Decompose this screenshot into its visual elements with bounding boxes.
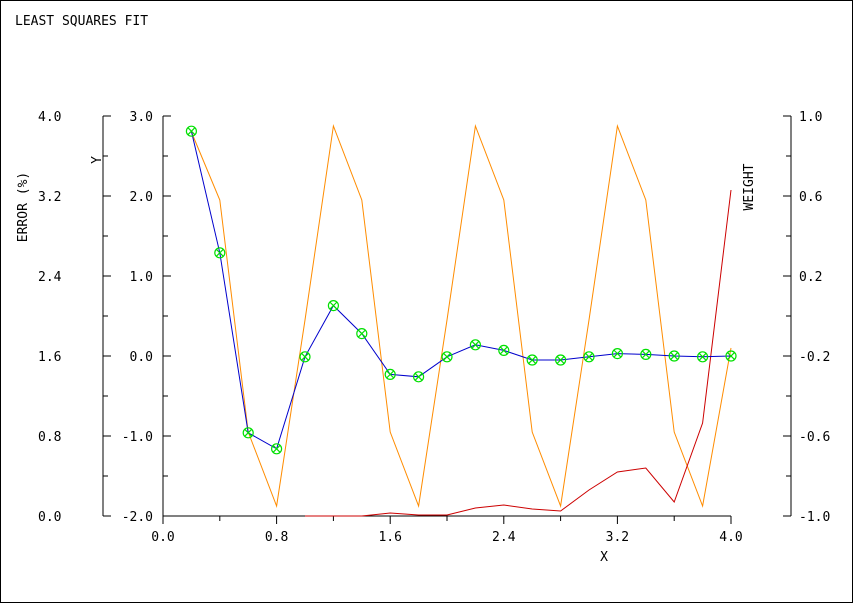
x-tick-label: 4.0	[719, 530, 742, 545]
marker-cross-b	[726, 351, 736, 361]
marker-circle	[271, 443, 283, 455]
x-tick-label: 0.8	[265, 530, 288, 545]
fit-series-line	[190, 131, 732, 450]
x-tick-label: 3.2	[606, 530, 629, 545]
marker-cross-b	[584, 352, 594, 361]
weight-tick-label: -0.2	[799, 350, 830, 365]
data-point-marker	[441, 351, 453, 363]
marker-cross-b	[300, 352, 310, 361]
error-tick-label: 0.0	[38, 510, 61, 525]
marker-circle	[696, 351, 709, 363]
error-axis-label: ERROR (%)	[16, 172, 31, 242]
data-point-marker	[356, 328, 368, 340]
marker-circle	[498, 344, 510, 356]
marker-cross-b	[641, 350, 650, 359]
marker-circle	[185, 125, 197, 137]
marker-cross-b	[670, 351, 679, 361]
marker-circle	[441, 351, 453, 363]
marker-circle	[299, 351, 311, 363]
weight-series-line	[190, 124, 732, 508]
data-point-marker	[299, 351, 311, 363]
x-tick-label: 0.0	[151, 530, 174, 545]
error-tick-label: 1.6	[38, 350, 61, 365]
marker-cross-b	[528, 355, 537, 365]
series-group	[185, 124, 737, 517]
marker-cross-b	[357, 329, 366, 338]
marker-cross-b	[244, 428, 253, 437]
marker-cross-b	[272, 444, 281, 453]
data-point-marker	[554, 354, 567, 366]
x-tick-label: 1.6	[378, 530, 401, 545]
data-point-marker	[668, 350, 680, 362]
error-tick-label: 3.2	[38, 190, 61, 205]
marker-circle	[384, 368, 396, 380]
data-point-marker	[242, 427, 254, 439]
data-point-marker	[583, 351, 595, 363]
data-point-marker	[611, 348, 624, 360]
weight-tick-label: 0.6	[799, 190, 822, 205]
y-tick-label: 0.0	[130, 350, 153, 365]
data-point-marker	[214, 247, 226, 259]
marker-circle	[469, 339, 481, 351]
marker-cross-b	[442, 352, 452, 361]
error-tick-label: 0.8	[38, 430, 61, 445]
marker-cross-b	[215, 248, 224, 257]
marker-circle	[327, 300, 339, 312]
error-series-line	[305, 189, 732, 517]
marker-cross-b	[414, 372, 423, 381]
marker-circle	[668, 350, 680, 362]
y-tick-label: 2.0	[130, 190, 153, 205]
error-tick-label: 4.0	[38, 110, 61, 125]
marker-circle	[413, 371, 425, 383]
error-tick-label: 2.4	[38, 270, 62, 285]
data-point-marker	[327, 300, 339, 312]
marker-circle	[356, 328, 368, 340]
data-point-marker	[696, 351, 709, 363]
marker-circle	[554, 354, 567, 366]
data-point-marker	[413, 371, 425, 383]
data-point-marker	[498, 344, 510, 356]
weight-tick-label: 0.2	[799, 270, 822, 285]
marker-cross-b	[698, 352, 707, 361]
y-tick-label: -1.0	[122, 430, 153, 445]
data-point-marker	[469, 339, 481, 351]
x-axis-label: X	[600, 550, 608, 565]
marker-cross-b	[556, 355, 565, 365]
data-point-marker	[725, 350, 737, 362]
x-tick-label: 2.4	[492, 530, 516, 545]
weight-axis-label: WEIGHT	[742, 163, 757, 210]
data-point-marker	[640, 348, 652, 360]
y-tick-label: 1.0	[130, 270, 153, 285]
marker-circle	[611, 348, 624, 360]
marker-cross-b	[471, 340, 480, 349]
weight-tick-label: 1.0	[799, 110, 822, 125]
marker-cross-b	[386, 370, 395, 379]
data-point-marker	[271, 443, 283, 455]
chart-title: LEAST SQUARES FIT	[15, 14, 148, 29]
marker-circle	[583, 351, 595, 363]
weight-tick-label: -0.6	[799, 430, 830, 445]
marker-cross-b	[187, 127, 196, 136]
marker-circle	[242, 427, 254, 439]
marker-cross-b	[613, 349, 622, 358]
data-point-marker	[526, 354, 538, 366]
y-axis-label: Y	[90, 156, 105, 164]
data-point-marker	[185, 125, 197, 137]
marker-circle	[725, 350, 737, 362]
marker-circle	[214, 247, 226, 259]
axes-group: 0.0 0.8 1.6 2.4 3.2 4.0 -2.0 -1.0 0.0 1.0 2.0 3.0 0.…	[38, 110, 830, 545]
marker-cross-b	[329, 301, 338, 310]
marker-cross-b	[499, 346, 508, 355]
marker-circle	[526, 354, 538, 366]
weight-tick-label: -1.0	[799, 510, 830, 525]
data-point-marker	[384, 368, 396, 380]
y-tick-label: 3.0	[130, 110, 153, 125]
marker-circle	[640, 348, 652, 360]
y-tick-label: -2.0	[122, 510, 153, 525]
